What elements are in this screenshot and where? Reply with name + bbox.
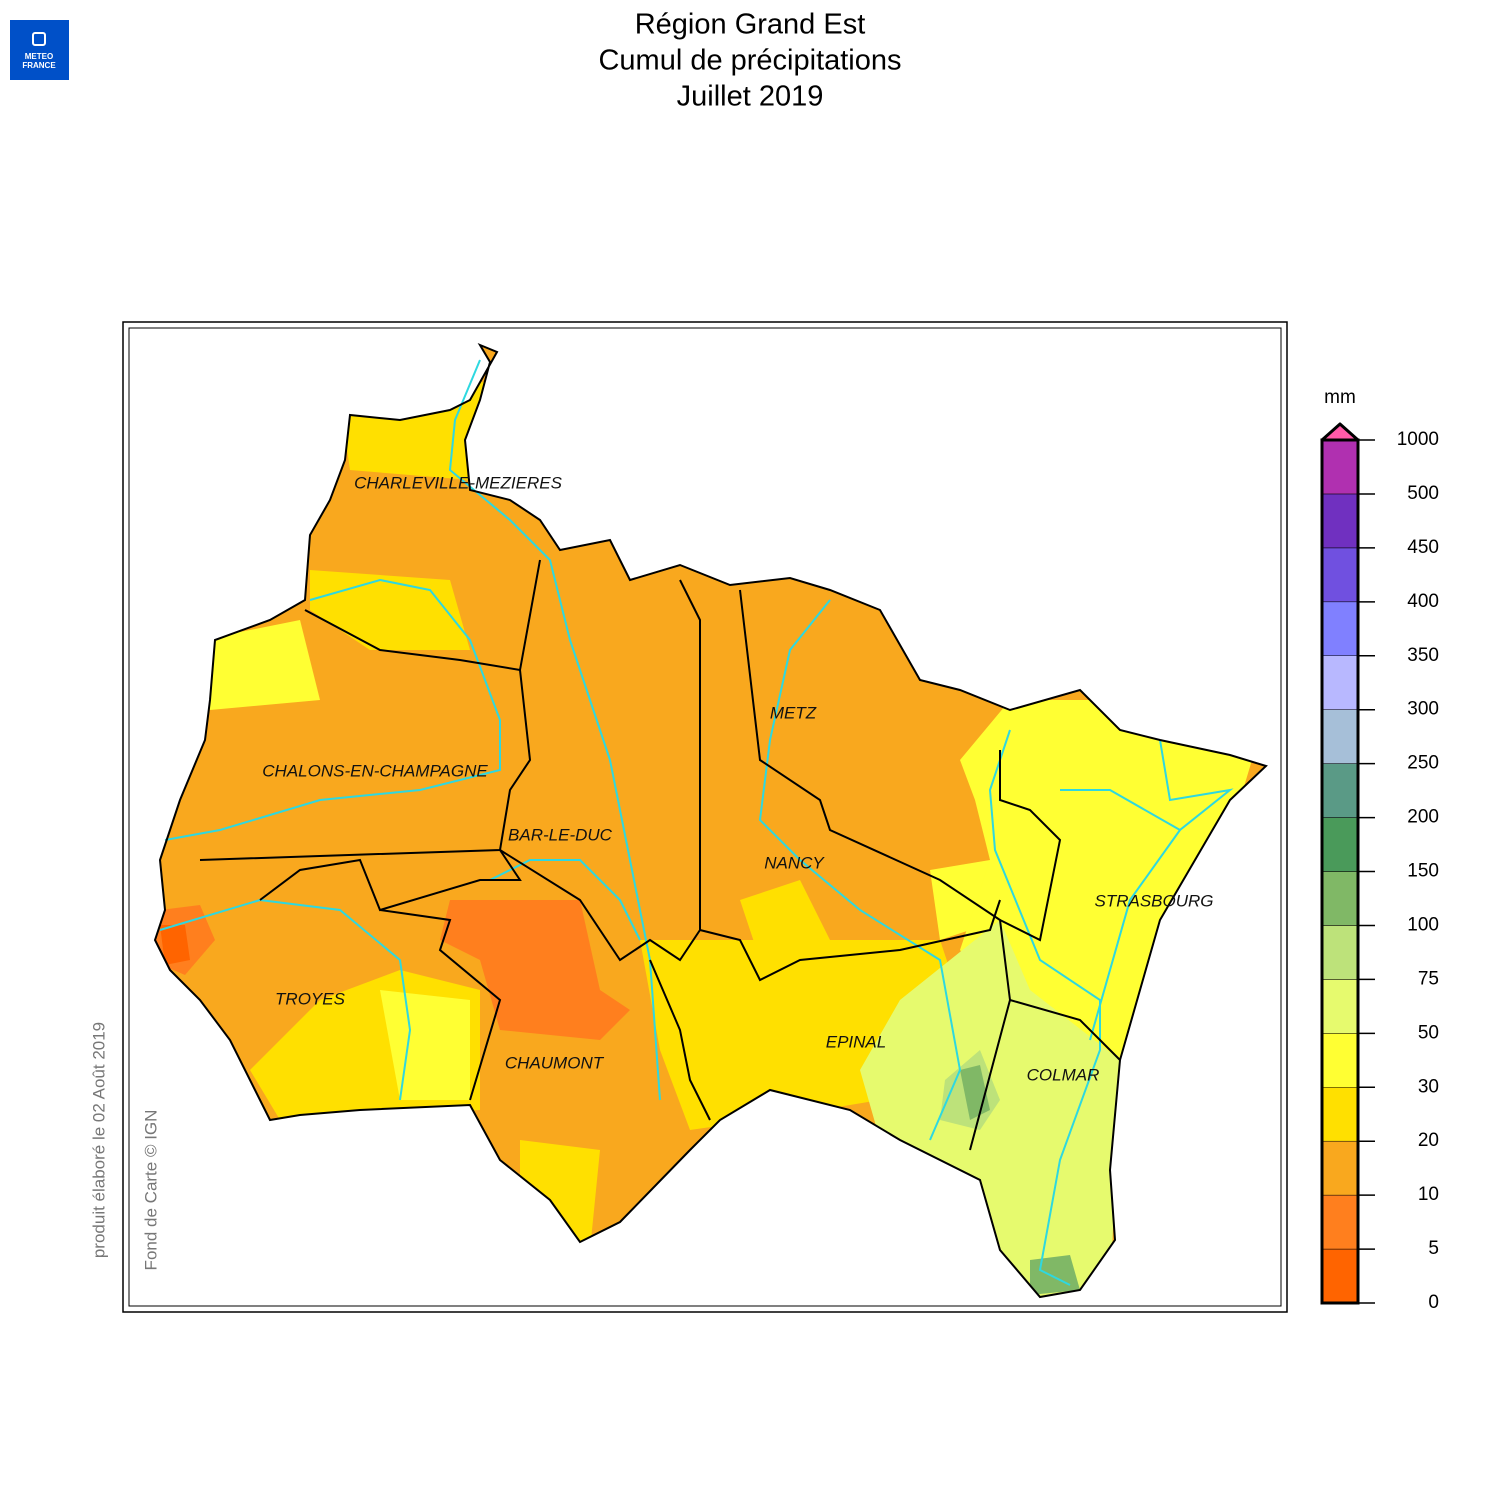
- city-label: METZ: [770, 703, 817, 722]
- legend-bin: [1321, 493, 1359, 549]
- title-line: Juillet 2019: [677, 81, 824, 113]
- legend-bin: [1321, 763, 1359, 818]
- legend-bin: [1321, 1087, 1359, 1142]
- city-label: COLMAR: [1027, 1065, 1100, 1084]
- legend-overflow: [1320, 422, 1360, 442]
- legend-bin: [1321, 547, 1359, 603]
- legend-tick-label: 10: [1418, 1184, 1439, 1205]
- city-label: CHARLEVILLE-MEZIERES: [354, 473, 562, 492]
- rivers: [159, 359, 1234, 1286]
- legend-bin: [1321, 1140, 1359, 1196]
- map-frame: [128, 327, 1282, 1307]
- legend-tick-label: 250: [1407, 753, 1439, 774]
- legend-bin: [1321, 817, 1359, 872]
- legend-tick-label: 350: [1407, 645, 1439, 666]
- city-label: CHALONS-EN-CHAMPAGNE: [262, 761, 488, 780]
- legend-bin: [1321, 709, 1359, 764]
- legend-unit: mm: [1324, 387, 1356, 408]
- credit: Fond de Carte © IGN: [141, 1110, 160, 1271]
- city-label: NANCY: [764, 853, 825, 872]
- legend-tick-label: 450: [1407, 537, 1439, 558]
- legend-bin: [1321, 1033, 1359, 1088]
- logo-icon: [32, 32, 46, 46]
- legend-bin: [1321, 925, 1359, 980]
- legend-bin: [1321, 1194, 1359, 1250]
- legend-tick-label: 200: [1407, 807, 1439, 828]
- legend-tick-label: 100: [1407, 914, 1439, 935]
- legend-bin: [1321, 1248, 1359, 1304]
- legend-tick-label: 1000: [1397, 429, 1439, 450]
- legend-tick-label: 300: [1407, 699, 1439, 720]
- logo: [10, 20, 69, 80]
- legend-bin: [1321, 871, 1359, 926]
- legend-bin: [1321, 601, 1359, 656]
- map-frame: [122, 321, 1288, 1313]
- logo-text: FRANCE: [22, 61, 56, 70]
- title-line: Région Grand Est: [635, 9, 866, 41]
- city-label: STRASBOURG: [1094, 891, 1213, 910]
- city-label: CHAUMONT: [505, 1053, 605, 1072]
- legend: 0 5 10 20 30 50 75 100 150 200 250 300 350 400 450 500 1…: [1320, 422, 1439, 1313]
- credit: produit élaboré le 02 Août 2019: [89, 1022, 108, 1258]
- legend-bin: [1321, 439, 1359, 495]
- legend-tick-label: 75: [1418, 968, 1439, 989]
- logo-text: METEO: [25, 52, 53, 61]
- legend-tick-label: 500: [1407, 483, 1439, 504]
- city-label: EPINAL: [826, 1032, 886, 1051]
- legend-tick-label: 30: [1418, 1076, 1439, 1097]
- legend-tick-label: 150: [1407, 861, 1439, 882]
- legend-bin: [1321, 979, 1359, 1034]
- precip-field: [155, 345, 1266, 1297]
- legend-tick-label: 0: [1428, 1292, 1439, 1313]
- legend-tick-label: 5: [1428, 1238, 1439, 1259]
- legend-tick-label: 50: [1418, 1022, 1439, 1043]
- legend-bin: [1321, 655, 1359, 710]
- city-label: TROYES: [275, 989, 346, 1008]
- department-borders: [153, 342, 1268, 1299]
- city-label: BAR-LE-DUC: [508, 825, 613, 844]
- legend-tick-label: 20: [1418, 1130, 1439, 1151]
- legend-tick-label: 400: [1407, 591, 1439, 612]
- title-line: Cumul de précipitations: [598, 45, 901, 77]
